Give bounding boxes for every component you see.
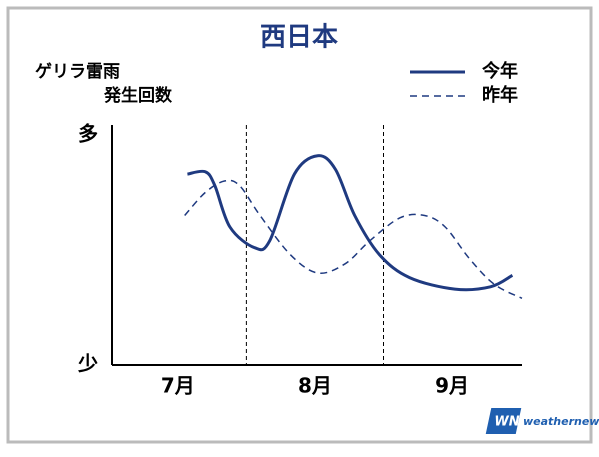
logo-text: weathernews xyxy=(523,415,599,428)
y-tick-label: 多 xyxy=(78,122,98,146)
line xyxy=(187,154,514,292)
line xyxy=(184,179,523,299)
y-label: 発生回数 xyxy=(103,85,173,106)
x-tick-label: 8月 xyxy=(298,374,332,398)
logo-badge xyxy=(485,408,522,434)
chart-title: 西日本 xyxy=(260,23,338,53)
y-tick-label: 少 xyxy=(77,352,98,376)
legend-label: 今年 xyxy=(482,60,518,82)
x-tick-label: 9月 xyxy=(435,374,469,398)
legend-label: 昨年 xyxy=(482,84,518,106)
y-label: ゲリラ雷雨 xyxy=(35,61,120,82)
logo-mark: WN xyxy=(494,415,519,430)
frame xyxy=(6,6,593,444)
x-tick-label: 7月 xyxy=(161,374,195,398)
